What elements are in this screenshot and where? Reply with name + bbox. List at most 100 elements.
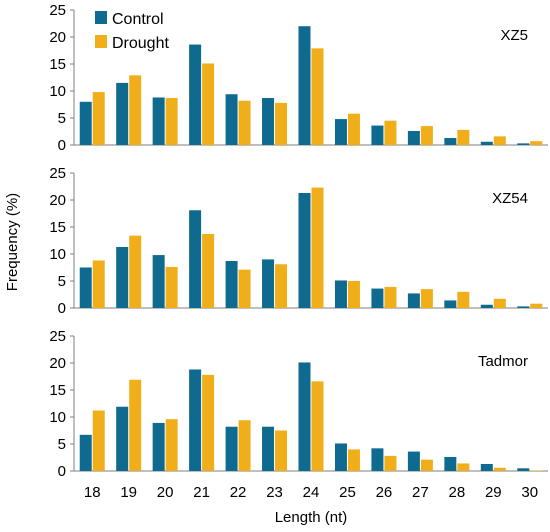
bar-control-18 (79, 434, 92, 471)
bar-drought-19 (129, 75, 142, 145)
y-tick-label: 5 (58, 273, 66, 290)
bar-control-30 (517, 143, 530, 145)
bar-drought-29 (493, 136, 506, 145)
y-tick-label: 15 (49, 382, 66, 399)
bar-control-30 (517, 306, 530, 308)
x-tick-label: 27 (412, 484, 429, 501)
bar-control-27 (407, 293, 420, 308)
bar-drought-27 (420, 289, 433, 308)
y-tick-label: 25 (49, 328, 66, 345)
y-tick-label: 10 (49, 246, 66, 263)
bar-drought-25 (347, 449, 360, 471)
y-axis-title: Frequency (%) (4, 193, 21, 291)
y-tick-label: 15 (49, 219, 66, 236)
bar-control-22 (225, 261, 238, 308)
legend-label-drought: Drought (112, 35, 169, 52)
y-tick-label: 25 (49, 2, 66, 19)
bar-control-21 (189, 44, 202, 146)
bar-drought-24 (311, 187, 324, 308)
bar-control-19 (116, 406, 129, 471)
y-tick-label: 0 (58, 463, 66, 480)
y-tick-label: 10 (49, 83, 66, 100)
x-tick-label: 26 (376, 484, 393, 501)
bar-drought-26 (384, 120, 397, 145)
y-tick-label: 20 (49, 355, 66, 372)
x-tick-label: 23 (266, 484, 283, 501)
bar-drought-30 (530, 303, 543, 308)
y-tick-label: 0 (58, 137, 66, 154)
bar-control-26 (371, 288, 384, 308)
bar-drought-25 (347, 113, 360, 145)
bar-control-19 (116, 82, 129, 145)
x-tick-label: 22 (230, 484, 247, 501)
chart-panels: 0 5 10 15 20 25 XZ5 0 5 10 15 20 25 XZ54 0 5 10 15 20 25 Tad… (49, 2, 548, 480)
bar-drought-22 (238, 100, 251, 145)
bar-drought-29 (493, 467, 506, 471)
bar-drought-21 (202, 234, 215, 308)
bar-drought-23 (275, 430, 288, 471)
x-tick-label: 30 (521, 484, 538, 501)
x-tick-label: 20 (157, 484, 174, 501)
bar-control-20 (152, 422, 165, 471)
bar-drought-19 (129, 235, 142, 308)
bar-control-25 (334, 443, 347, 471)
bar-control-23 (262, 259, 275, 308)
bar-drought-27 (420, 126, 433, 145)
bar-drought-23 (275, 264, 288, 308)
y-tick-label: 0 (58, 300, 66, 317)
bar-drought-18 (92, 92, 105, 145)
bar-control-28 (444, 137, 457, 145)
y-tick-label: 5 (58, 436, 66, 453)
bar-drought-21 (202, 63, 215, 145)
bar-drought-26 (384, 455, 397, 471)
bar-control-25 (334, 119, 347, 145)
bar-control-25 (334, 280, 347, 308)
x-tick-label: 25 (339, 484, 356, 501)
y-tick-label: 20 (49, 29, 66, 46)
x-tick-label: 18 (84, 484, 101, 501)
bar-control-24 (298, 362, 311, 471)
panel-xz54: 0 5 10 15 20 25 XZ54 (49, 165, 548, 317)
bar-drought-18 (92, 410, 105, 471)
bar-control-26 (371, 448, 384, 471)
legend-swatch-drought (95, 35, 107, 48)
bar-drought-22 (238, 269, 251, 308)
bar-drought-21 (202, 374, 215, 471)
bar-control-19 (116, 246, 129, 308)
bar-drought-24 (311, 381, 324, 471)
bar-control-23 (262, 98, 275, 145)
x-axis-title: Length (nt) (275, 509, 348, 526)
bar-control-28 (444, 300, 457, 308)
bar-drought-25 (347, 281, 360, 308)
x-tick-label: 19 (120, 484, 137, 501)
bar-drought-18 (92, 260, 105, 308)
bar-control-30 (517, 468, 530, 471)
x-tick-label: 28 (449, 484, 466, 501)
bar-control-29 (480, 463, 493, 471)
panel-xz5: 0 5 10 15 20 25 XZ5 (49, 2, 548, 154)
bar-control-21 (189, 210, 202, 308)
y-tick-label: 10 (49, 409, 66, 426)
bar-drought-28 (457, 129, 470, 145)
bar-drought-30 (530, 141, 543, 145)
legend-swatch-control (95, 11, 107, 24)
y-tick-label: 5 (58, 110, 66, 127)
y-tick-label: 15 (49, 56, 66, 73)
panel-tadmor: 0 5 10 15 20 25 Tadmor (49, 328, 548, 480)
x-tick-label: 29 (485, 484, 502, 501)
bar-control-23 (262, 426, 275, 471)
bar-control-22 (225, 426, 238, 471)
legend-label-control: Control (112, 11, 164, 28)
bar-control-18 (79, 267, 92, 308)
bar-drought-28 (457, 291, 470, 308)
bar-drought-28 (457, 463, 470, 471)
x-tick-label: 24 (303, 484, 320, 501)
y-tick-label: 25 (49, 165, 66, 182)
bar-drought-24 (311, 48, 324, 146)
bar-drought-30 (530, 470, 543, 471)
bar-drought-20 (165, 98, 178, 145)
bar-control-20 (152, 97, 165, 145)
bar-control-27 (407, 130, 420, 145)
panel-label: XZ54 (492, 190, 528, 207)
